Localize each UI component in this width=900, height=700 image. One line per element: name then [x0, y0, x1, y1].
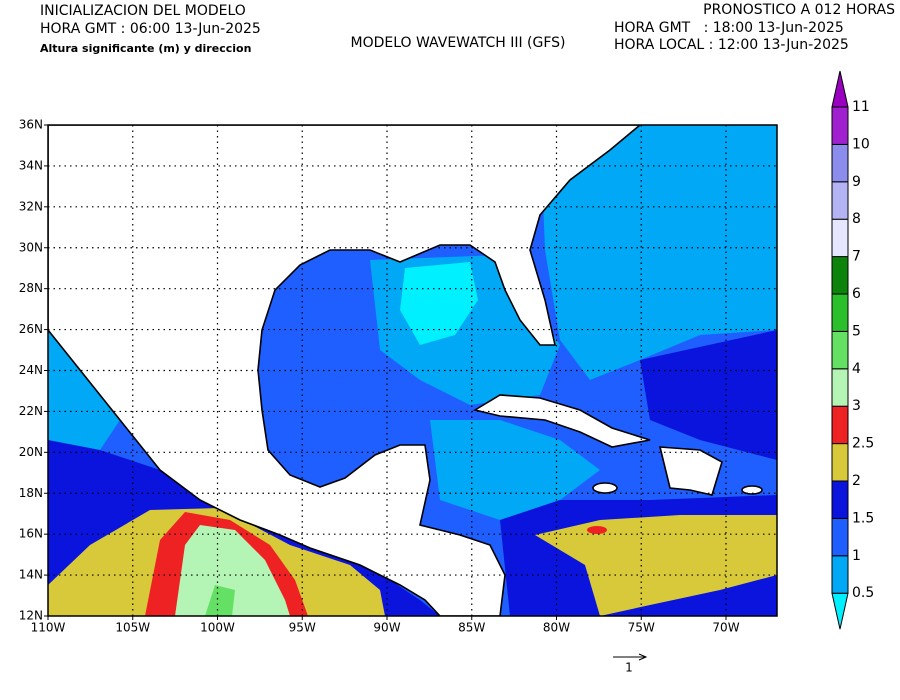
colorbar-swatch	[831, 368, 849, 407]
lon-label: 95W	[289, 621, 316, 635]
colorbar-swatch	[831, 218, 849, 258]
valid-local: HORA LOCAL : 12:00 13-Jun-2025	[614, 37, 849, 53]
colorbar-swatch	[831, 181, 849, 220]
lat-label: 16N	[19, 527, 43, 541]
land	[472, 394, 651, 448]
wave-zone	[640, 330, 777, 460]
colorbar: 0.5 1 1.5 2 2.5 3 4 5 6 7 8 9 10 11	[831, 70, 874, 630]
lon-label: 85W	[458, 621, 485, 635]
wave-zone	[205, 585, 235, 616]
colorbar-swatch	[831, 443, 849, 482]
lat-label: 14N	[19, 568, 43, 582]
lon-label: 75W	[628, 621, 655, 635]
lat-label: 36N	[19, 118, 43, 132]
wave-zone	[175, 525, 290, 616]
lat-label: 28N	[19, 281, 43, 295]
colorbar-swatch	[831, 517, 849, 557]
colorbar-label: 6	[852, 286, 861, 302]
valid-gmt: HORA GMT : 18:00 13-Jun-2025	[614, 20, 844, 36]
colorbar-label: 11	[852, 99, 870, 115]
lat-label: 24N	[19, 363, 43, 377]
wave-zone	[587, 526, 607, 534]
lon-label: 80W	[543, 621, 570, 635]
colorbar-swatch	[831, 405, 849, 445]
wave-zone	[400, 262, 478, 345]
colorbar-swatch	[831, 143, 849, 183]
colorbar-label: 3	[852, 398, 861, 414]
colorbar-swatch	[831, 256, 849, 295]
lat-label: 30N	[19, 240, 43, 254]
lat-label: 12N	[19, 609, 43, 623]
lon-label: 105W	[115, 621, 150, 635]
colorbar-label: 7	[852, 249, 861, 265]
colorbar-label: 0.5	[852, 585, 874, 601]
colorbar-label: 5	[852, 323, 861, 339]
lat-label: 18N	[19, 486, 43, 500]
colorbar-label: 10	[852, 136, 870, 152]
colorbar-swatch	[831, 70, 849, 108]
colorbar-swatch	[831, 480, 849, 519]
wave-zone	[540, 125, 777, 380]
init-time: HORA GMT : 06:00 13-Jun-2025	[40, 21, 261, 37]
colorbar-swatch	[831, 555, 849, 594]
colorbar-swatch	[831, 293, 849, 332]
variable-label: Altura significante (m) y direccion	[40, 42, 251, 55]
axis-labels: 110W 105W 100W 95W 90W 85W 80W 75W 70W 12N 14N 16N 1…	[19, 118, 740, 635]
wave-zone	[535, 515, 777, 616]
lat-label: 20N	[19, 445, 43, 459]
lat-label: 34N	[19, 158, 43, 172]
lon-label: 70W	[712, 621, 739, 635]
grid	[48, 125, 777, 616]
colorbar-label: 9	[852, 174, 861, 190]
colorbar-label: 1.5	[852, 510, 874, 526]
colorbar-label: 2.5	[852, 436, 874, 452]
lon-label: 100W	[200, 621, 235, 635]
wave-zone	[430, 420, 600, 520]
land	[741, 485, 763, 495]
lon-label: 90W	[373, 621, 400, 635]
colorbar-label: 8	[852, 211, 861, 227]
wave-zone	[48, 330, 120, 450]
reference-arrow-head	[638, 653, 648, 661]
colorbar-swatch	[831, 592, 849, 630]
colorbar-swatch	[831, 106, 849, 145]
colorbar-label: 4	[852, 361, 861, 377]
init-title: INICIALIZACION DEL MODELO	[40, 3, 246, 19]
land	[48, 125, 642, 616]
reference-label: 1	[625, 661, 633, 675]
lat-label: 32N	[19, 199, 43, 213]
land	[592, 482, 618, 494]
lon-label: 110W	[31, 621, 66, 635]
lat-label: 26N	[19, 322, 43, 336]
land	[658, 446, 723, 496]
lat-label: 22N	[19, 404, 43, 418]
forecast-title: PRONOSTICO A 012 HORAS	[703, 2, 895, 18]
colorbar-label: 2	[852, 473, 861, 489]
colorbar-label: 1	[852, 548, 861, 564]
colorbar-swatch	[831, 330, 849, 370]
model-name: MODELO WAVEWATCH III (GFS)	[350, 35, 565, 51]
